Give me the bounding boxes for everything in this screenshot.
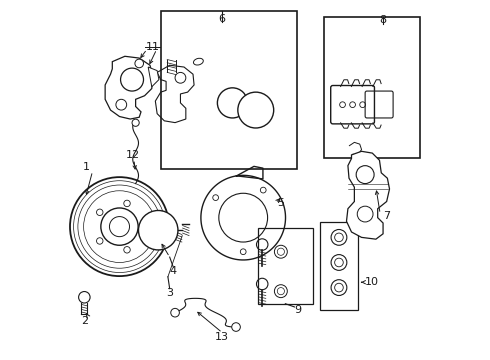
- Circle shape: [132, 119, 139, 126]
- Circle shape: [97, 238, 103, 244]
- Circle shape: [70, 177, 169, 276]
- Circle shape: [97, 209, 103, 216]
- Bar: [161, 12, 297, 169]
- Circle shape: [357, 206, 373, 222]
- Text: 4: 4: [170, 266, 177, 276]
- Text: 2: 2: [81, 316, 88, 325]
- Text: 6: 6: [218, 14, 225, 24]
- Bar: [324, 17, 420, 158]
- Circle shape: [121, 68, 144, 91]
- Bar: [258, 228, 313, 304]
- Text: 13: 13: [215, 332, 229, 342]
- Text: 9: 9: [294, 305, 302, 315]
- Bar: [319, 222, 358, 310]
- Circle shape: [124, 247, 130, 253]
- Circle shape: [356, 166, 374, 184]
- Circle shape: [232, 323, 240, 331]
- Polygon shape: [148, 67, 159, 87]
- Circle shape: [238, 92, 274, 128]
- Circle shape: [141, 224, 147, 230]
- Circle shape: [135, 59, 144, 68]
- Text: 5: 5: [277, 198, 284, 208]
- Circle shape: [218, 88, 247, 118]
- Text: 10: 10: [366, 277, 379, 287]
- Circle shape: [124, 200, 130, 207]
- Circle shape: [139, 211, 178, 250]
- Text: 7: 7: [383, 211, 390, 221]
- Circle shape: [116, 99, 126, 110]
- Text: 8: 8: [379, 15, 387, 26]
- Polygon shape: [346, 151, 390, 239]
- Text: 1: 1: [83, 162, 90, 172]
- Polygon shape: [105, 56, 153, 119]
- Text: 3: 3: [166, 288, 173, 298]
- Text: 12: 12: [126, 150, 140, 160]
- Circle shape: [171, 309, 179, 317]
- Text: 11: 11: [146, 42, 159, 52]
